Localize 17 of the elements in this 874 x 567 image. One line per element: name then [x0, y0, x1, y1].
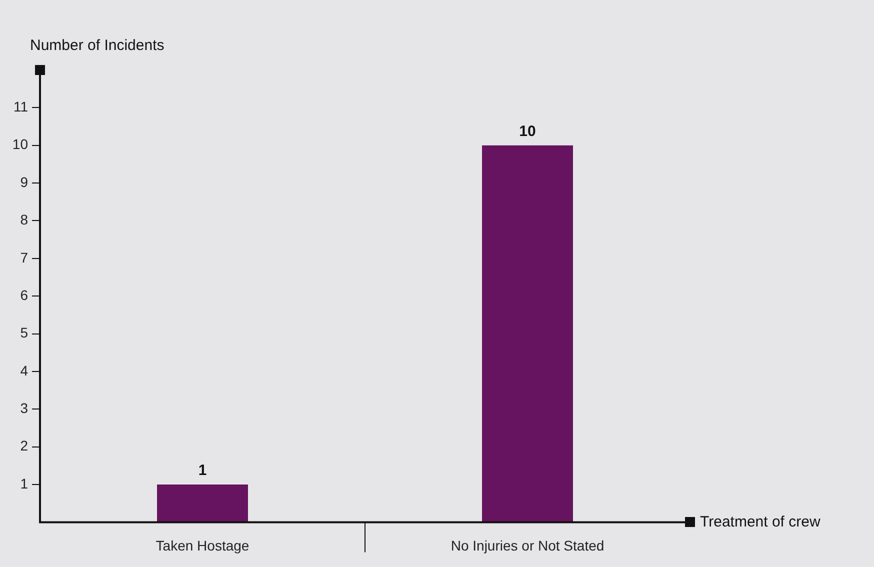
y-tick-label: 5 [20, 324, 28, 341]
y-axis-title: Number of Incidents [30, 37, 164, 54]
y-tick-label: 7 [20, 249, 28, 266]
x-tick-label: No Injuries or Not Stated [450, 537, 604, 554]
y-tick-label: 2 [20, 438, 28, 454]
y-tick-label: 10 [12, 136, 28, 152]
data-label: 1 [198, 462, 207, 480]
y-tick-label: 8 [20, 212, 28, 228]
x-tick-label: Taken Hostage [156, 537, 250, 554]
x-axis-title: Treatment of crew [700, 513, 820, 530]
data-label: 10 [519, 123, 536, 140]
y-tick-label: 9 [20, 174, 28, 190]
y-tick-label: 3 [20, 400, 28, 416]
y-tick-label: 11 [13, 98, 28, 115]
y-tick-label: 6 [20, 286, 28, 303]
y-tick-label: 1 [20, 475, 28, 492]
y-tick-label: 4 [20, 362, 28, 378]
